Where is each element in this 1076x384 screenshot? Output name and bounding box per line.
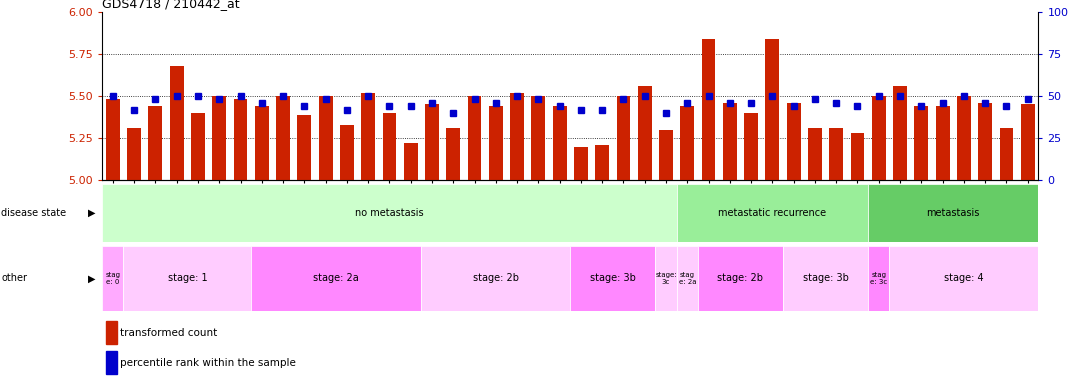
Bar bbox=[765, 38, 779, 180]
Text: stag
e: 0: stag e: 0 bbox=[105, 272, 121, 285]
Bar bbox=[851, 133, 864, 180]
Bar bbox=[574, 147, 587, 180]
Text: ▶: ▶ bbox=[88, 273, 95, 283]
Bar bbox=[702, 38, 716, 180]
Text: ▶: ▶ bbox=[88, 208, 95, 218]
Bar bbox=[660, 130, 672, 180]
Text: stage: 1: stage: 1 bbox=[168, 273, 208, 283]
Bar bbox=[595, 145, 609, 180]
Bar bbox=[170, 66, 184, 180]
Bar bbox=[570, 246, 655, 311]
Text: stage: 2b: stage: 2b bbox=[718, 273, 764, 283]
Text: transformed count: transformed count bbox=[121, 328, 217, 338]
Bar bbox=[251, 246, 422, 311]
Text: other: other bbox=[1, 273, 27, 283]
Text: stage: 2a: stage: 2a bbox=[313, 273, 359, 283]
Text: stage:
3c: stage: 3c bbox=[655, 272, 677, 285]
Bar bbox=[192, 113, 204, 180]
Bar bbox=[872, 96, 886, 180]
Bar bbox=[698, 246, 783, 311]
Bar bbox=[723, 103, 737, 180]
Bar bbox=[107, 351, 117, 374]
Text: stage: 2b: stage: 2b bbox=[472, 273, 519, 283]
Bar bbox=[127, 128, 141, 180]
Bar bbox=[890, 246, 1038, 311]
Bar bbox=[957, 96, 971, 180]
Bar bbox=[532, 96, 546, 180]
Text: metastatic recurrence: metastatic recurrence bbox=[719, 208, 826, 218]
Bar bbox=[655, 246, 677, 311]
Bar bbox=[510, 93, 524, 180]
Bar bbox=[553, 106, 567, 180]
Bar bbox=[102, 184, 677, 242]
Bar bbox=[212, 96, 226, 180]
Bar bbox=[1000, 128, 1014, 180]
Bar bbox=[830, 128, 844, 180]
Bar bbox=[787, 103, 801, 180]
Text: GDS4718 / 210442_at: GDS4718 / 210442_at bbox=[102, 0, 240, 10]
Text: disease state: disease state bbox=[1, 208, 67, 218]
Bar bbox=[680, 106, 694, 180]
Bar bbox=[978, 103, 992, 180]
Bar bbox=[102, 246, 124, 311]
Text: percentile rank within the sample: percentile rank within the sample bbox=[121, 358, 296, 367]
Text: stag
e: 3c: stag e: 3c bbox=[870, 272, 888, 285]
Bar bbox=[468, 96, 481, 180]
Bar bbox=[893, 86, 907, 180]
Bar bbox=[783, 246, 868, 311]
Bar bbox=[233, 99, 247, 180]
Text: stage: 3b: stage: 3b bbox=[803, 273, 849, 283]
Bar bbox=[277, 96, 289, 180]
Bar bbox=[677, 246, 698, 311]
Text: stage: 3b: stage: 3b bbox=[590, 273, 636, 283]
Bar bbox=[617, 96, 631, 180]
Bar bbox=[297, 114, 311, 180]
Bar bbox=[255, 106, 269, 180]
Bar bbox=[745, 113, 758, 180]
Bar bbox=[489, 106, 502, 180]
Text: metastasis: metastasis bbox=[926, 208, 980, 218]
Bar bbox=[447, 128, 461, 180]
Text: stage: 4: stage: 4 bbox=[944, 273, 983, 283]
Bar bbox=[915, 106, 929, 180]
Bar bbox=[808, 128, 822, 180]
Bar bbox=[124, 246, 251, 311]
Bar bbox=[404, 143, 417, 180]
Bar bbox=[107, 321, 117, 344]
Bar bbox=[105, 99, 119, 180]
Bar bbox=[422, 246, 570, 311]
Bar bbox=[868, 184, 1038, 242]
Text: stag
e: 2a: stag e: 2a bbox=[679, 272, 696, 285]
Bar bbox=[868, 246, 890, 311]
Bar bbox=[318, 96, 332, 180]
Bar bbox=[340, 125, 354, 180]
Bar bbox=[936, 106, 949, 180]
Bar bbox=[1021, 104, 1035, 180]
Bar bbox=[677, 184, 868, 242]
Bar bbox=[383, 113, 396, 180]
Bar bbox=[362, 93, 376, 180]
Bar bbox=[425, 104, 439, 180]
Bar bbox=[148, 106, 162, 180]
Text: no metastasis: no metastasis bbox=[355, 208, 424, 218]
Bar bbox=[638, 86, 652, 180]
